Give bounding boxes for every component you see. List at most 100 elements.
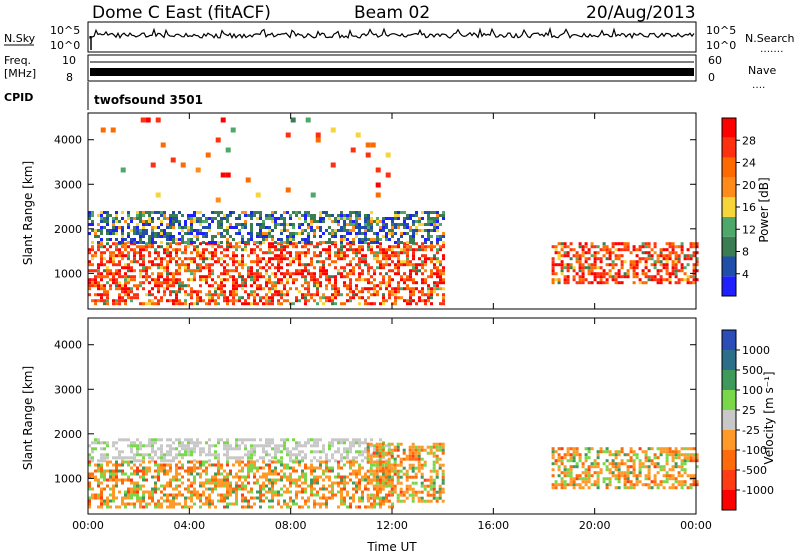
echo-cell [382, 296, 385, 300]
echo-cell [424, 269, 427, 273]
echo-cell [402, 466, 406, 470]
echo-cell [689, 281, 693, 285]
echo-cell [115, 284, 118, 288]
echo-cell [238, 447, 241, 451]
echo-cell [289, 287, 292, 291]
echo-cell [430, 302, 433, 306]
echo-cell [442, 245, 445, 249]
echo-cell [178, 302, 181, 306]
echo-cell [280, 463, 283, 467]
echo-cell [220, 478, 223, 482]
echo-cell [418, 229, 421, 232]
echo-cell [387, 463, 391, 467]
echo-cell [220, 117, 226, 123]
echo-cell [196, 269, 199, 273]
echo-cell [316, 281, 319, 285]
colorbar-tick-label: 500 [742, 364, 763, 377]
echo-cell [581, 462, 585, 466]
echo-cell [151, 278, 154, 282]
echo-cell [190, 269, 193, 273]
echo-cell [100, 263, 103, 267]
echo-cell [268, 438, 271, 442]
echo-cell [163, 499, 166, 503]
colorbar-segment [722, 330, 736, 350]
echo-cell [112, 475, 115, 479]
echo-cell [566, 474, 570, 478]
echo-cell [397, 211, 400, 214]
echo-cell [378, 451, 382, 455]
echo-cell [124, 220, 127, 223]
echo-cell [298, 263, 301, 267]
echo-cell [193, 444, 196, 448]
echo-cell [259, 260, 262, 264]
echo-cell [130, 229, 133, 232]
echo-cell [94, 235, 97, 238]
echo-cell [355, 220, 358, 223]
echo-cell [367, 505, 370, 509]
echo-cell [274, 481, 277, 485]
echo-cell [295, 214, 298, 217]
echo-cell [277, 444, 280, 448]
echo-cell [424, 299, 427, 303]
echo-cell [226, 302, 229, 306]
echo-cell [292, 481, 295, 485]
echo-cell [411, 463, 415, 467]
echo-cell [238, 241, 241, 244]
echo-cell [572, 477, 576, 481]
echo-cell [427, 211, 430, 214]
echo-cell [620, 462, 624, 466]
colorbar-segment [722, 370, 736, 390]
echo-cell [121, 284, 124, 288]
echo-cell [262, 447, 265, 451]
echo-cell [435, 499, 439, 503]
echo-cell [331, 496, 334, 500]
echo-cell [593, 483, 597, 487]
echo-cell [172, 302, 175, 306]
echo-cell [163, 235, 166, 238]
echo-cell [340, 438, 343, 442]
echo-cell [193, 245, 196, 249]
echo-cell [358, 229, 361, 232]
echo-cell [298, 241, 301, 244]
echo-cell [265, 232, 268, 235]
echo-cell [268, 469, 271, 473]
echo-cell [647, 486, 651, 490]
echo-cell [641, 465, 645, 469]
echo-cell [130, 450, 133, 454]
echo-cell [686, 486, 690, 490]
echo-cell [253, 450, 256, 454]
echo-cell [280, 444, 283, 448]
echo-cell [319, 241, 322, 244]
echo-cell [190, 302, 193, 306]
echo-cell [175, 242, 178, 246]
echo-cell [677, 257, 681, 261]
echo-cell [127, 217, 130, 220]
echo-cell [97, 459, 100, 463]
echo-cell [133, 484, 136, 488]
echo-cell [346, 493, 349, 497]
echo-cell [572, 278, 576, 282]
echo-cell [340, 266, 343, 270]
echo-cell [142, 490, 145, 494]
echo-cell [659, 281, 663, 285]
echo-cell [121, 499, 124, 503]
echo-cell [620, 266, 624, 270]
echo-cell [94, 269, 97, 273]
echo-cell [118, 248, 121, 252]
echo-cell [408, 466, 412, 470]
echo-cell [289, 450, 292, 454]
echo-cell [208, 487, 211, 491]
echo-cell [163, 232, 166, 235]
echo-cell [417, 499, 421, 503]
echo-cell [292, 478, 295, 482]
echo-cell [319, 487, 322, 491]
echo-cell [286, 290, 289, 294]
echo-cell [178, 278, 181, 282]
echo-cell [304, 472, 307, 476]
echo-cell [441, 445, 445, 449]
echo-cell [265, 484, 268, 488]
echo-cell [175, 475, 178, 479]
echo-cell [659, 278, 663, 282]
echo-cell [208, 296, 211, 300]
echo-cell [683, 483, 687, 487]
